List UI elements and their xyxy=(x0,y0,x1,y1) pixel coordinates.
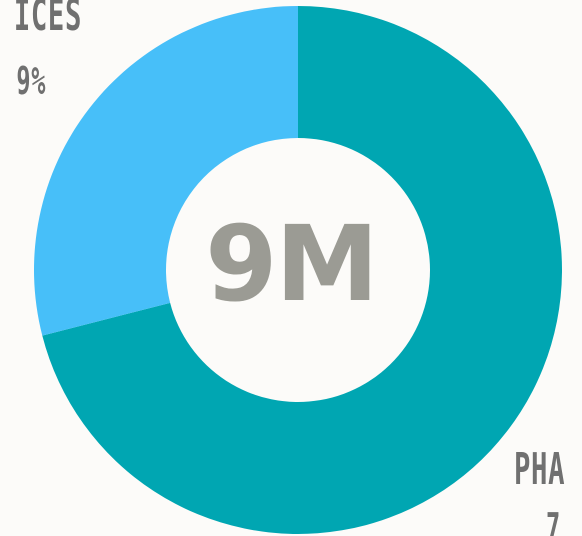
slice-value-services: 9% xyxy=(16,59,46,103)
donut-center-value: 9M xyxy=(205,203,379,325)
slice-value-pharma: 7 xyxy=(546,505,561,536)
slice-label-pharma: PHA xyxy=(514,444,566,495)
slice-label-services: ICES xyxy=(13,0,82,41)
donut-slice-0 xyxy=(42,6,562,534)
donut-slice-1 xyxy=(33,6,298,336)
